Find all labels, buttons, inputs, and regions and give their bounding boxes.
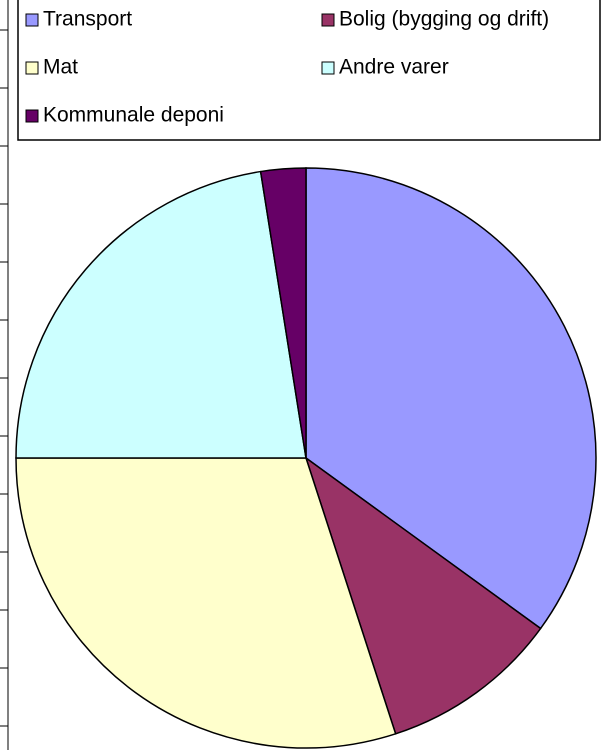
pie-slice — [305, 167, 597, 630]
legend-label: Kommunale deponi — [43, 104, 224, 127]
legend-swatch — [25, 13, 39, 27]
legend-swatch — [321, 13, 335, 27]
pie-slice — [259, 167, 307, 459]
legend-label: Transport — [43, 8, 132, 31]
legend-swatch — [25, 109, 39, 123]
pie-slice — [304, 456, 542, 735]
legend-swatch — [321, 61, 335, 75]
legend-label: Mat — [43, 56, 78, 79]
pie-slice — [15, 457, 397, 749]
legend-label: Andre varer — [339, 56, 449, 79]
legend-swatch — [25, 61, 39, 75]
pie-slice — [15, 170, 307, 459]
legend-label: Bolig (bygging og drift) — [339, 8, 549, 31]
legend-box — [17, 0, 601, 141]
